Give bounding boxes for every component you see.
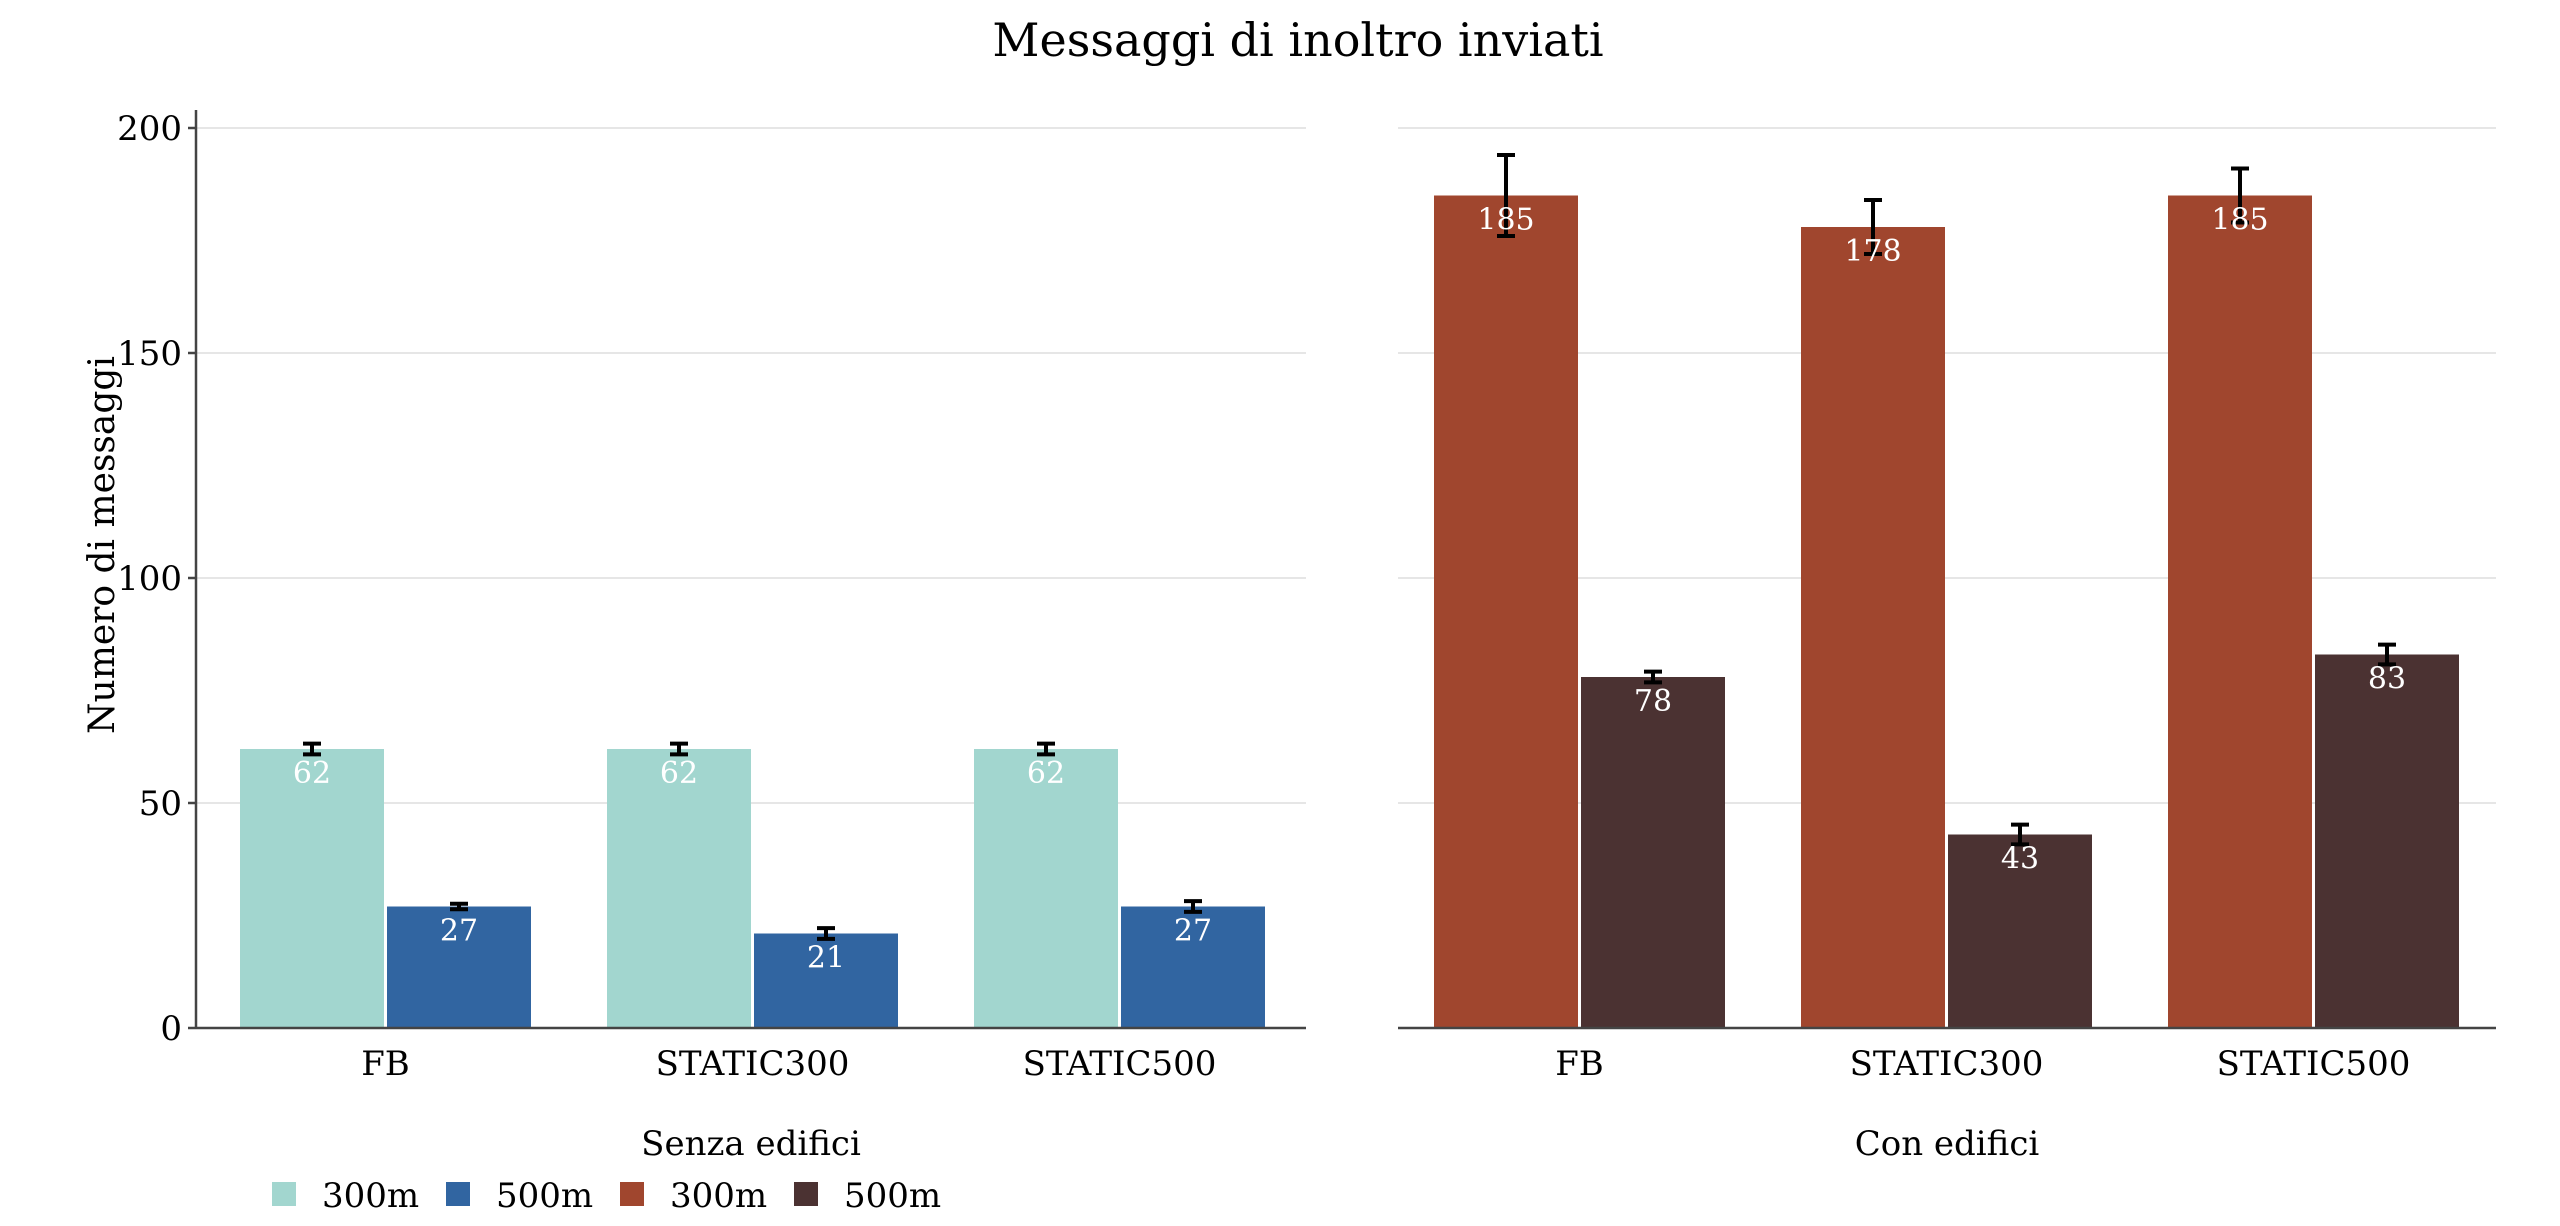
legend-label: 300m — [670, 1176, 767, 1216]
x-tick-label: STATIC500 — [2217, 1044, 2411, 1084]
x-tick-label: FB — [361, 1044, 410, 1084]
bar-500m-STATIC500 — [2315, 654, 2459, 1028]
bar-labels: 62 27 62 21 62 27 185 78 178 43 185 83 — [293, 203, 2406, 976]
y-tick-label: 100 — [117, 559, 182, 599]
bar-300m-STATIC300 — [1801, 227, 1945, 1028]
panel-label: Con edifici — [1855, 1124, 2040, 1164]
x-tick-label: STATIC300 — [1850, 1044, 2044, 1084]
bar-500m-FB — [387, 906, 531, 1028]
x-tick-label: STATIC500 — [1023, 1044, 1217, 1084]
bar-500m-STATIC300 — [754, 933, 898, 1028]
bar-value-label: 27 — [440, 914, 478, 949]
bar-300m-STATIC300 — [607, 749, 751, 1028]
bar-500m-FB — [1581, 677, 1725, 1028]
bar-value-label: 43 — [2001, 842, 2039, 877]
bar-value-label: 185 — [1477, 203, 1534, 238]
bar-value-label: 83 — [2368, 662, 2406, 697]
bars — [240, 195, 2459, 1028]
bar-value-label: 78 — [1634, 684, 1672, 719]
bar-value-label: 62 — [293, 756, 331, 791]
bar-500m-STATIC300 — [1948, 834, 2092, 1028]
bar-300m-STATIC500 — [2168, 195, 2312, 1028]
bar-300m-FB — [1434, 195, 1578, 1028]
bar-value-label: 185 — [2211, 203, 2268, 238]
y-tick-labels: 0 50 100 150 200 — [117, 109, 182, 1049]
bar-value-label: 62 — [1027, 756, 1065, 791]
x-tick-label: STATIC300 — [656, 1044, 850, 1084]
legend-label: 500m — [844, 1176, 941, 1216]
bar-300m-STATIC500 — [974, 749, 1118, 1028]
legend-swatch — [446, 1182, 470, 1206]
bar-value-label: 178 — [1844, 234, 1901, 269]
panel-label: Senza edifici — [641, 1124, 861, 1164]
legend-swatch — [620, 1182, 644, 1206]
legend-label: 300m — [322, 1176, 419, 1216]
bar-500m-STATIC500 — [1121, 906, 1265, 1028]
gridlines — [196, 127, 2496, 804]
legend-swatch — [794, 1182, 818, 1206]
legend-label: 500m — [496, 1176, 593, 1216]
legend: 300m 500m 300m 500m — [272, 1176, 941, 1216]
y-tick-label: 50 — [139, 784, 182, 824]
x-tick-label: FB — [1555, 1044, 1604, 1084]
bar-300m-FB — [240, 749, 384, 1028]
chart-title: Messaggi di inoltro inviati — [992, 13, 1603, 67]
axes — [188, 110, 2496, 1030]
panel-labels: Senza edifici Con edifici — [641, 1124, 2039, 1164]
bar-value-label: 27 — [1174, 914, 1212, 949]
legend-swatch — [272, 1182, 296, 1206]
bar-value-label: 21 — [807, 941, 845, 976]
y-tick-label: 200 — [117, 109, 182, 149]
y-axis-label: Numero di messaggi — [82, 356, 123, 734]
bar-value-label: 62 — [660, 756, 698, 791]
y-tick-label: 0 — [160, 1009, 182, 1049]
x-tick-labels: FB STATIC300 STATIC500 FB STATIC300 STATIC500 — [361, 1044, 2410, 1084]
error-bars — [303, 153, 2396, 941]
y-tick-label: 150 — [117, 334, 182, 374]
